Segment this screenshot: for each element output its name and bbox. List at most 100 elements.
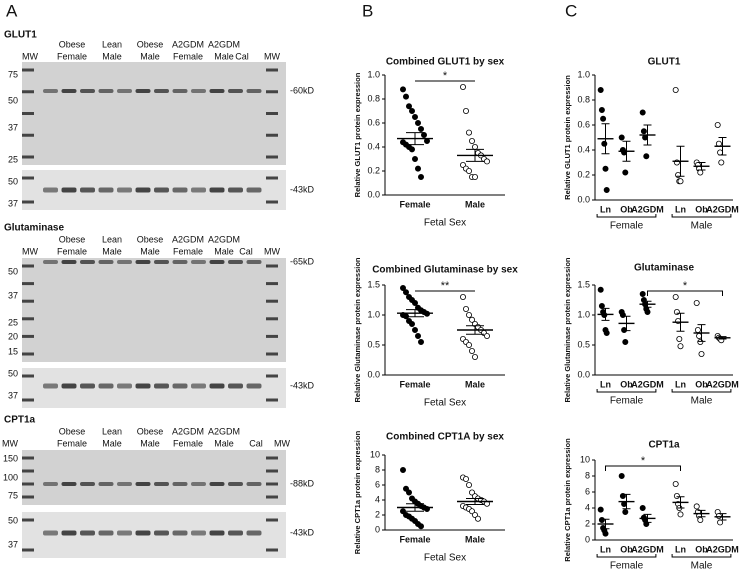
data-point: [417, 338, 424, 345]
x-tick-label: Ln: [600, 544, 611, 554]
lane-label: Lean: [102, 234, 122, 244]
data-point: [694, 326, 701, 333]
lane-label: Male: [214, 51, 234, 61]
blot-band: [43, 482, 58, 486]
band-size: -43kD: [290, 380, 315, 390]
data-point: [459, 84, 466, 91]
blot-band: [191, 187, 206, 193]
data-point: [714, 122, 721, 129]
data-point: [717, 149, 724, 156]
ladder-band: [266, 482, 278, 486]
x-tick-label: Ln: [675, 204, 686, 214]
blot-band: [43, 89, 58, 93]
ladder-band: [22, 469, 34, 473]
significance-label: *: [443, 70, 448, 82]
ladder-band: [266, 456, 278, 460]
blot-band: [209, 482, 225, 486]
x-tick-label: Male: [465, 534, 485, 544]
data-point: [673, 308, 680, 315]
ladder-band: [266, 317, 278, 321]
blot-band: [98, 530, 114, 536]
group-bracket: [671, 389, 732, 393]
data-point: [465, 481, 472, 488]
lane-label: Female: [173, 246, 203, 256]
mw-marker: 100: [3, 472, 18, 482]
y-tick-label: 0.4: [367, 141, 380, 151]
blot-band: [228, 482, 243, 486]
ladder-band: [266, 155, 278, 159]
blot-band: [191, 260, 206, 264]
y-tick-label: 0.0: [577, 369, 590, 379]
mw-marker: 150: [3, 453, 18, 463]
data-point: [402, 289, 409, 296]
lane-label: MW: [264, 246, 280, 256]
data-point: [639, 290, 646, 297]
y-tick-label: 1.0: [367, 309, 380, 319]
sem-bar: [697, 509, 706, 518]
x-axis-label: Fetal Sex: [424, 218, 466, 229]
blot-band: [246, 530, 262, 536]
ladder-band: [22, 112, 34, 115]
data-point: [399, 86, 406, 93]
blot-band: [172, 482, 188, 486]
data-point: [474, 515, 481, 522]
mw-marker: 50: [8, 95, 18, 105]
data-point: [414, 120, 421, 127]
blot-band: [191, 482, 206, 486]
x-tick-label: A2GDM: [631, 379, 664, 389]
y-axis-label: Relative CPT1a protein expression: [353, 430, 362, 554]
blot-band: [209, 260, 225, 264]
data-point: [462, 108, 469, 115]
lane-label: Obese: [59, 39, 86, 49]
data-point: [465, 167, 472, 174]
data-point: [462, 305, 469, 312]
ladder-band: [266, 334, 278, 338]
lane-label: Male: [102, 246, 122, 256]
blot-band: [191, 530, 206, 536]
ladder-band: [266, 548, 278, 552]
sem-bar: [466, 148, 484, 162]
sem-bar: [622, 315, 631, 332]
sem-bar: [466, 325, 484, 335]
blot-band: [172, 187, 188, 193]
data-point: [600, 115, 607, 122]
y-tick-label: 8: [585, 470, 590, 480]
blot-band: [154, 530, 169, 536]
x-tick-label: A2GDM: [706, 544, 739, 554]
lane-label: MW: [22, 51, 38, 61]
data-point: [672, 293, 679, 300]
y-tick-label: 0.6: [577, 119, 590, 129]
group-label: Male: [691, 396, 713, 407]
y-tick-label: 0.5: [577, 339, 590, 349]
lane-label: Obese: [59, 426, 86, 436]
ladder-band: [22, 482, 34, 486]
chart-title: Combined GLUT1 by sex: [386, 57, 505, 68]
blot-band: [117, 187, 132, 193]
ladder-band: [266, 469, 278, 473]
blot-band: [98, 89, 114, 93]
data-point: [462, 475, 469, 482]
ladder-band: [266, 495, 278, 499]
x-tick-label: Ln: [600, 379, 611, 389]
y-axis-label: Relative CPT1a protein expression: [563, 438, 572, 562]
lane-label: A2GDM: [172, 39, 204, 49]
data-point: [417, 173, 424, 180]
data-point: [672, 87, 679, 94]
lane-label: MW: [22, 246, 38, 256]
ladder-band: [266, 68, 278, 72]
blot-band: [172, 89, 188, 93]
data-point: [411, 155, 418, 162]
data-point: [468, 347, 475, 354]
panel-letter: A: [6, 1, 18, 20]
mw-marker: 37: [8, 539, 18, 549]
blot-band: [228, 187, 243, 193]
x-tick-label: A2GDM: [631, 544, 664, 554]
lane-label: Female: [57, 246, 87, 256]
blot-band: [43, 187, 58, 193]
x-tick-label: Male: [465, 379, 485, 389]
data-point: [639, 504, 646, 511]
sem-bar: [622, 493, 631, 510]
y-tick-label: 10: [580, 454, 590, 464]
lane-label: Obese: [137, 39, 164, 49]
data-point: [597, 506, 604, 513]
